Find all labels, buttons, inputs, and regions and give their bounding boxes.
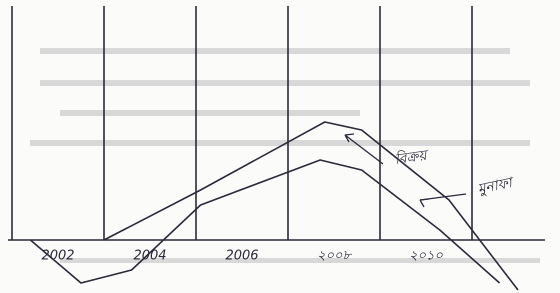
x-tick-label: 2004 [133,249,166,264]
x-tick-label: 2006 [225,249,258,264]
chart: 200220042006২০০৮২০১০বিক্রয়মুনাফা [0,0,560,293]
x-tick-label: 2002 [41,249,74,264]
x-tick-label: ২০০৮ [317,249,352,264]
x-tick-label: ২০১০ [409,249,443,264]
